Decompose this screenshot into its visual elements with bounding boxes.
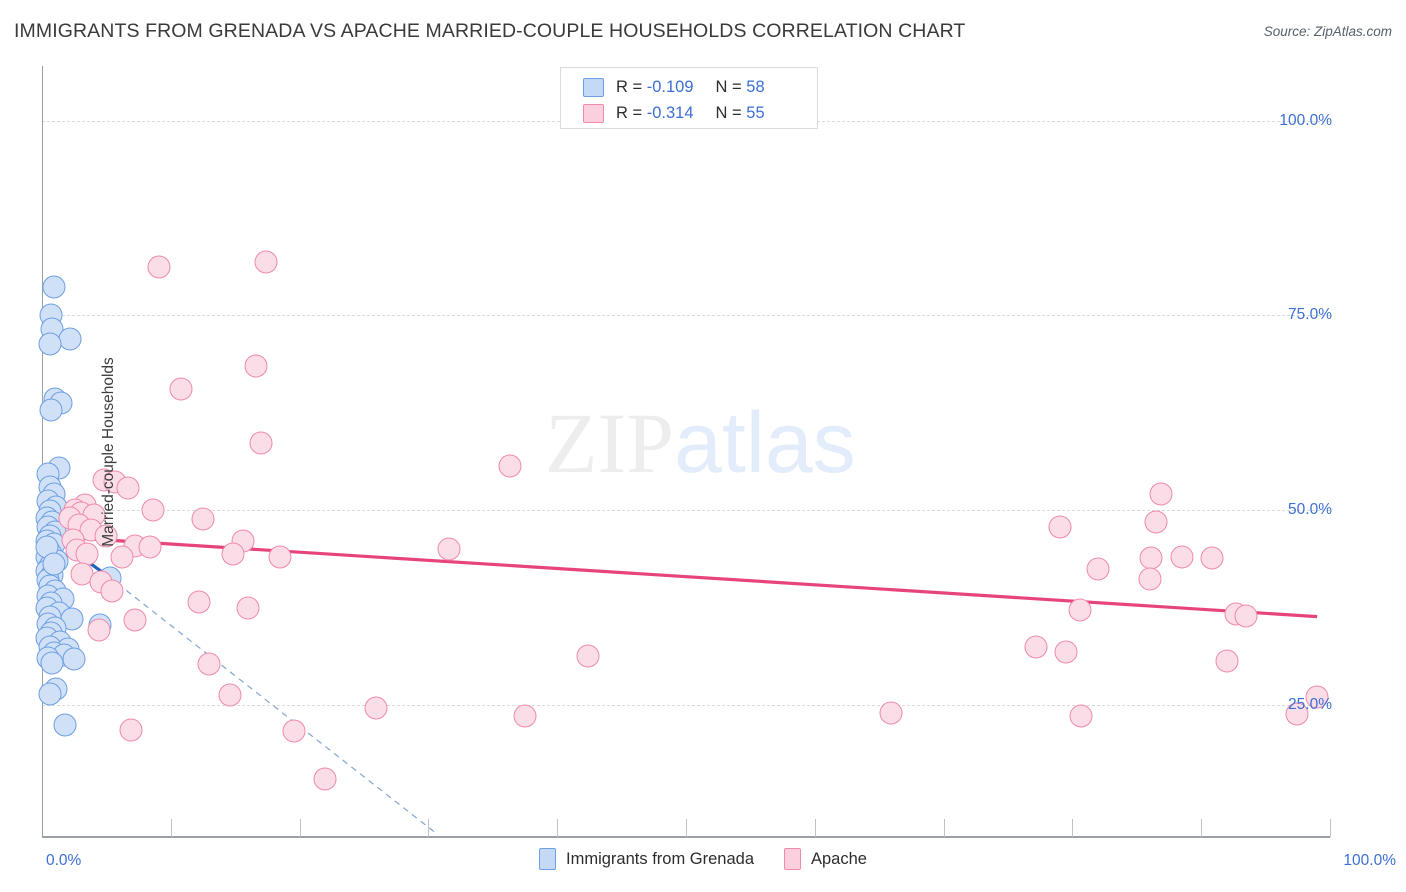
x-axis-tick [170,819,172,837]
series-legend: Immigrants from Grenada Apache [0,848,1406,870]
data-point-apache [191,507,215,531]
stat-r-value: R = -0.109 [616,77,694,96]
data-point-grenada [58,327,82,351]
data-point-apache [1054,640,1078,664]
data-point-apache [147,255,171,279]
data-point-apache [218,683,242,707]
data-point-apache [1149,482,1173,506]
x-axis-tick [1072,819,1074,837]
x-axis-tick [814,819,816,837]
gridline [42,704,1330,706]
data-point-apache [100,579,124,603]
data-point-apache [197,652,221,676]
data-point-apache [282,719,306,743]
data-point-apache [221,542,245,566]
stat-row: R = -0.314 N = 55 [583,100,817,126]
plot-area: 100.0% 75.0% 50.0% 25.0% Married-couple Hou… [35,66,1332,838]
stat-r-value: R = -0.314 [616,103,694,122]
legend-swatch-apache [583,103,604,123]
data-point-apache [498,454,522,478]
data-point-apache [87,618,111,642]
data-point-apache [1285,702,1308,726]
legend-swatch-grenada [583,77,604,97]
x-axis-tick [1201,819,1203,837]
data-point-apache [187,590,211,614]
data-point-apache [1170,545,1194,569]
data-point-apache [1069,704,1093,727]
data-point-apache [1024,635,1048,659]
y-axis-title: Married-couple Households [99,356,117,547]
series-swatch-apache [784,848,801,870]
data-point-apache [576,644,600,668]
data-point-apache [1234,604,1258,628]
x-axis-min-label: 0.0% [46,852,82,869]
data-point-apache [141,498,165,522]
data-point-apache [1139,546,1163,570]
series-legend-label: Immigrants from Grenada [566,849,754,868]
data-point-apache [1200,546,1223,570]
data-point-grenada [53,713,77,737]
data-point-apache [116,476,140,500]
y-axis-tick-label: 75.0% [1288,306,1332,324]
data-point-apache [364,696,388,720]
series-legend-label: Apache [811,849,867,868]
data-point-apache [249,431,273,455]
data-point-apache [244,354,268,378]
x-axis-tick [299,819,301,837]
page-title: IMMIGRANTS FROM GRENADA VS APACHE MARRIE… [14,20,966,42]
data-point-apache [110,545,134,569]
gridline [42,509,1330,511]
correlation-stats-legend: R = -0.109 N = 58 R = -0.314 N = 55 [560,67,818,129]
data-point-grenada [39,398,63,422]
trendline-apache [49,534,1318,619]
trendline-grenada-extension [108,576,436,833]
data-point-grenada [38,682,62,706]
x-axis-tick [557,819,559,837]
data-point-apache [169,377,193,401]
trend-lines [44,530,1318,833]
data-point-apache [1215,649,1239,673]
data-point-apache [236,596,260,620]
stat-n-value: N = 58 [715,77,765,96]
stat-n-value: N = 55 [715,103,765,122]
data-point-grenada [42,275,66,299]
data-point-grenada [40,651,64,675]
stat-row: R = -0.109 N = 58 [583,74,817,100]
y-axis-tick-label: 25.0% [1288,695,1332,713]
data-point-apache [879,701,903,725]
data-point-apache [313,767,337,791]
source-attribution: Source: ZipAtlas.com [1263,24,1392,39]
x-axis-tick [428,819,430,837]
data-point-apache [1305,685,1329,709]
data-point-apache [1144,510,1168,534]
data-point-apache [138,535,162,559]
x-axis-tick [943,819,945,837]
data-point-apache [123,608,147,632]
series-swatch-grenada [539,848,557,870]
data-point-apache [254,250,278,274]
data-point-grenada [42,552,66,576]
x-axis-tick [1330,819,1331,837]
data-point-apache [1138,567,1162,591]
data-point-apache [1048,515,1072,539]
y-axis-tick-label: 50.0% [1288,500,1332,518]
data-point-apache [94,524,118,548]
data-point-apache [513,704,537,727]
x-axis-max-label: 100.0% [1343,852,1396,869]
data-point-grenada [38,332,62,356]
data-point-grenada [62,647,86,671]
series-legend-item[interactable]: Apache [784,848,867,870]
y-axis-tick-label: 100.0% [1279,111,1332,129]
data-point-apache [1086,557,1110,581]
gridline [42,315,1330,317]
y-axis-line [42,66,43,837]
data-point-apache [268,545,292,569]
data-point-apache [119,718,143,742]
data-point-apache [1068,598,1092,622]
series-legend-item[interactable]: Immigrants from Grenada [539,848,754,870]
data-point-apache [437,537,461,561]
x-axis-tick [686,819,687,837]
